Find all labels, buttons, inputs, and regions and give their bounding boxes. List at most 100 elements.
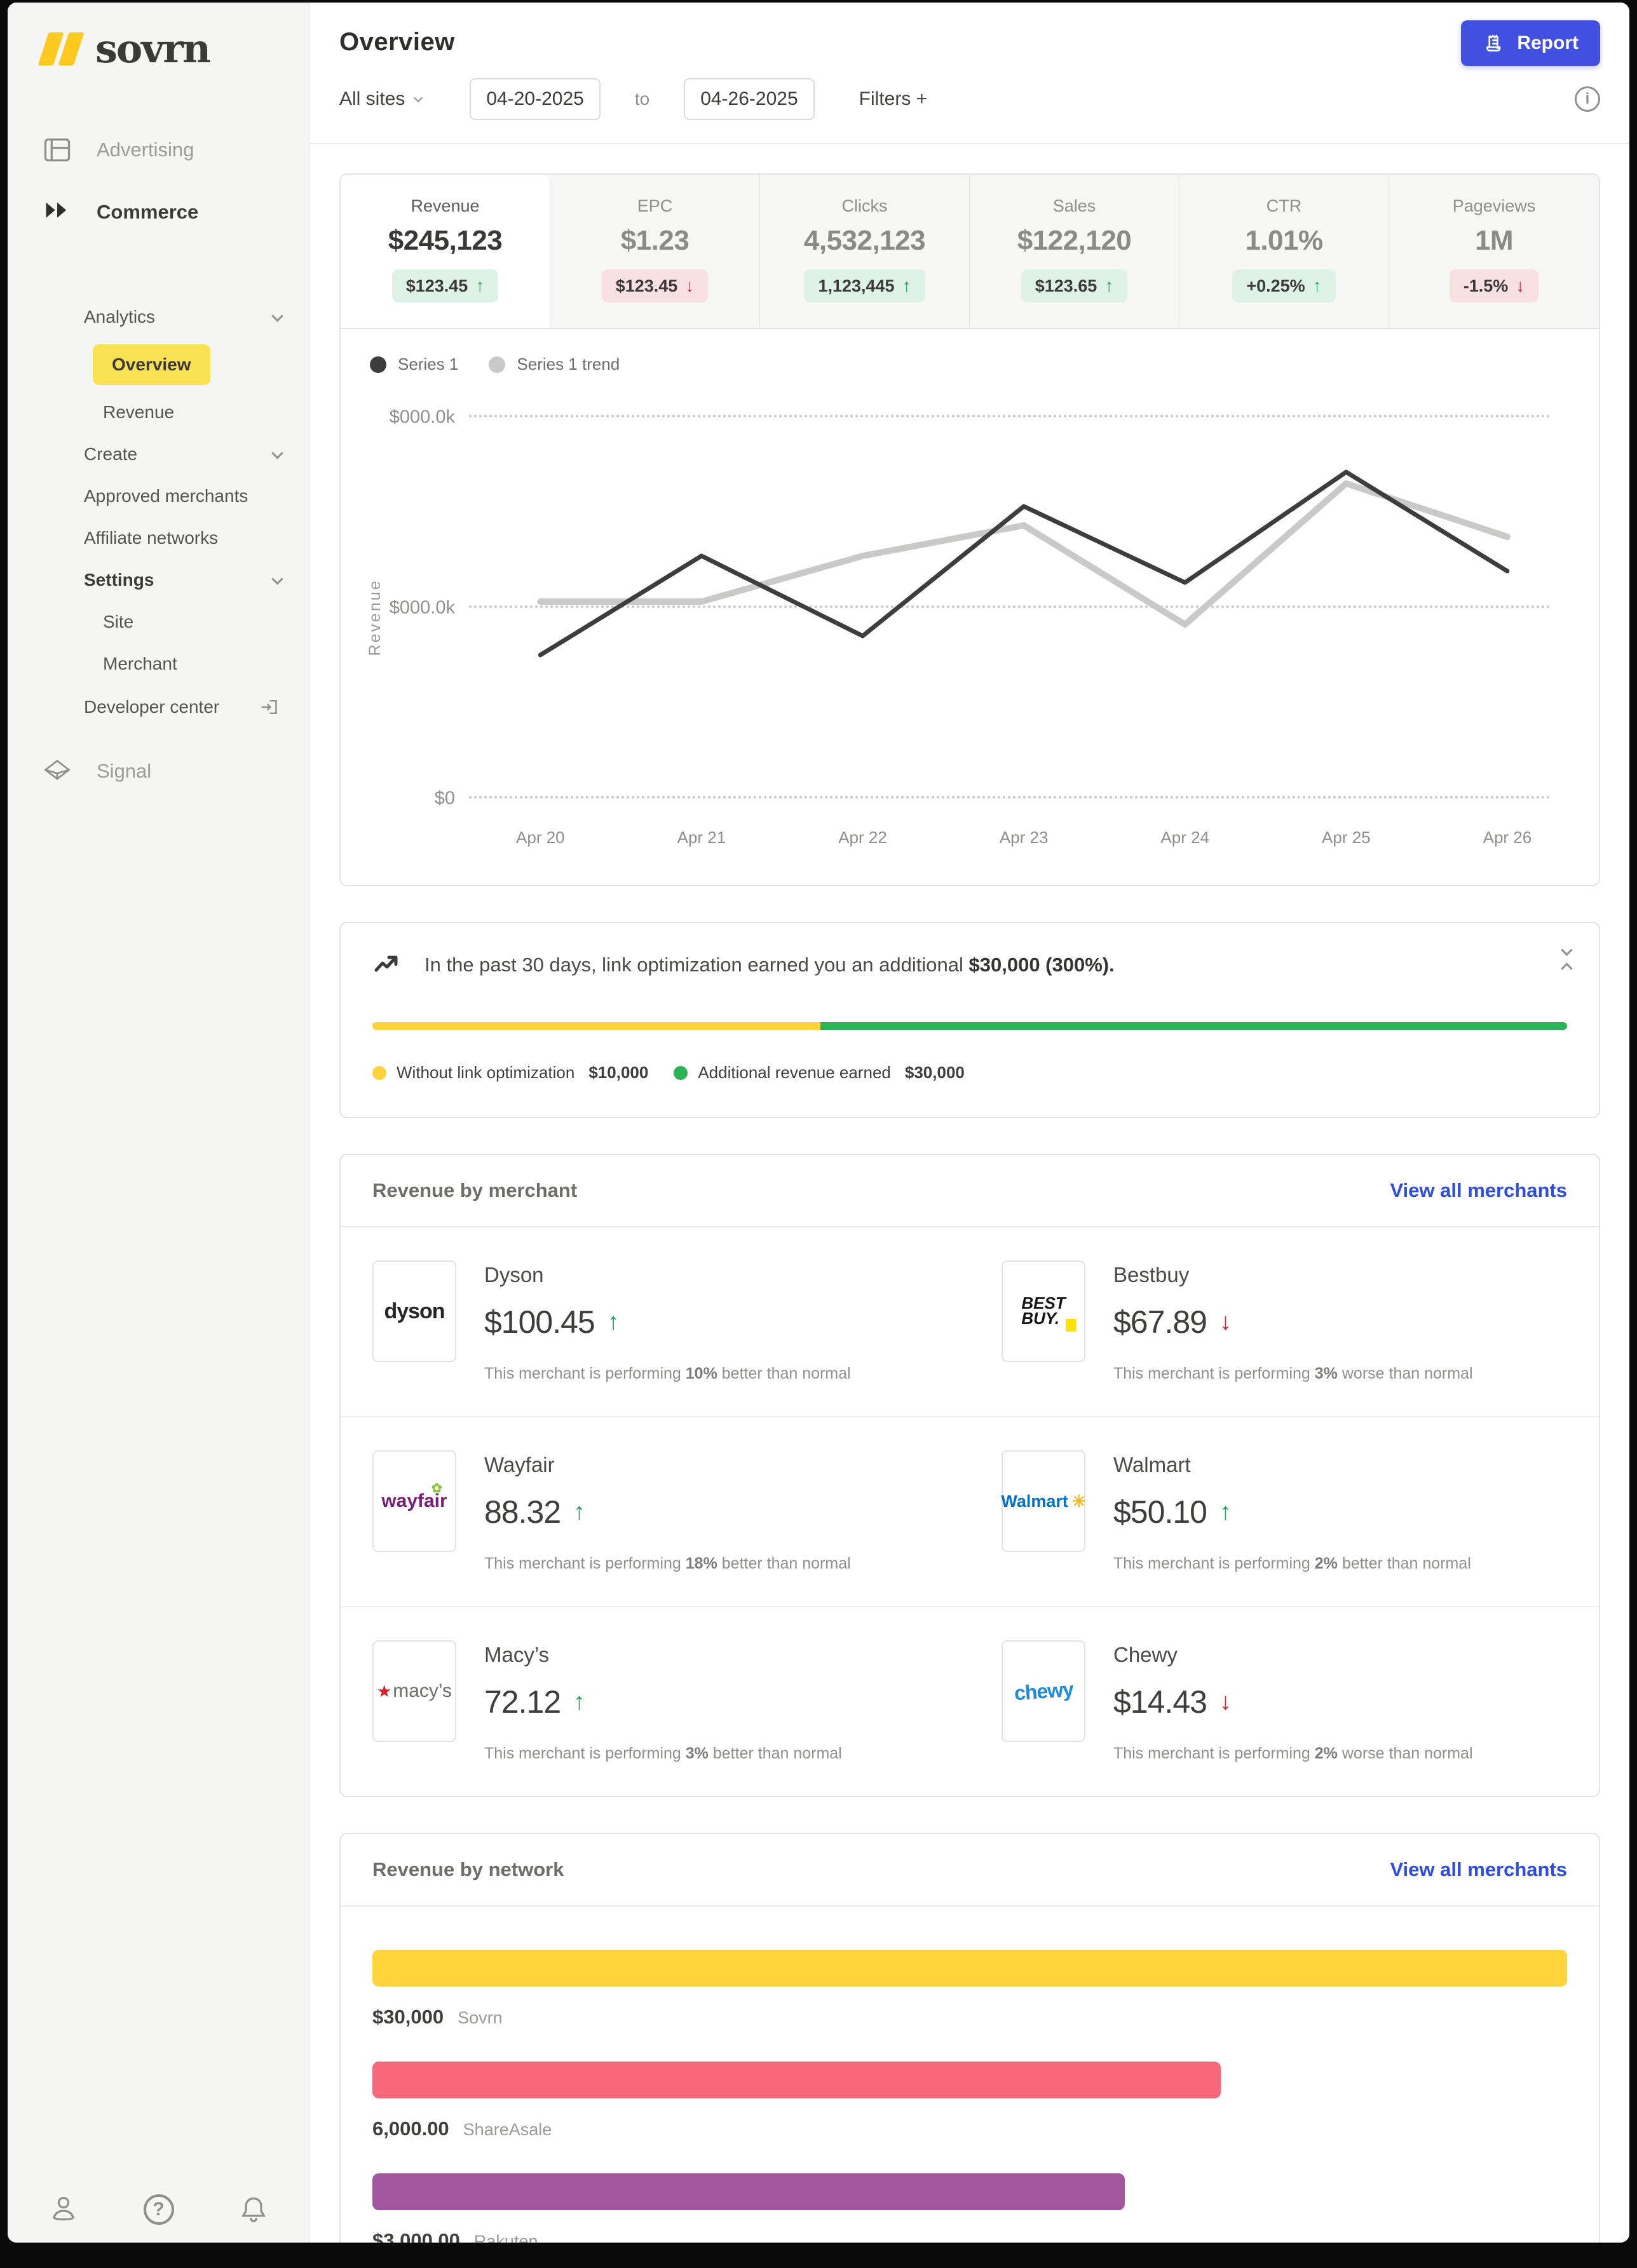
bar-label: Sovrn — [458, 2008, 503, 2027]
chart-plot-area: $000.0k $000.0k $0 — [390, 407, 1551, 809]
sovrn-logo-icon — [37, 32, 85, 65]
tab-sales[interactable]: Sales $122,120 $123.65 ↑ — [970, 175, 1179, 328]
y-axis-label: Revenue — [366, 579, 384, 656]
trend-arrow-icon: ↓ — [1219, 1688, 1232, 1715]
filters-button[interactable]: Filters + — [859, 88, 928, 109]
legend-additional-revenue: Additional revenue earned $30,000 — [674, 1063, 965, 1083]
brand-wordmark: sovrn — [95, 25, 211, 72]
trend-arrow-icon: ↑ — [1104, 276, 1114, 295]
sidebar-item-label: Affiliate networks — [84, 528, 219, 548]
info-icon[interactable]: i — [1575, 86, 1600, 112]
x-tick: Apr 26 — [1483, 828, 1532, 847]
sidebar-item-label: Revenue — [103, 402, 175, 422]
bar-rakuten — [372, 2173, 1125, 2210]
sidebar-item-create[interactable]: Create — [8, 433, 309, 475]
sovrn-logo[interactable]: sovrn — [8, 3, 309, 69]
view-all-merchants-link[interactable]: View all merchants — [1390, 1858, 1567, 1880]
bestbuy-tag-icon — [1065, 1318, 1076, 1332]
metric-label: EPC — [637, 196, 673, 215]
report-button-label: Report — [1517, 32, 1579, 53]
tab-epc[interactable]: EPC $1.23 $123.45 ↓ — [550, 175, 760, 328]
merchant-name: Chewy — [1113, 1643, 1178, 1666]
sidebar: sovrn Advertising Commerce Analytics — [8, 3, 310, 2243]
merchant-card-chewy[interactable]: chewy Chewy $14.43 ↓ This merchant is per… — [970, 1606, 1599, 1796]
merchant-name: Macy’s — [484, 1643, 550, 1666]
bar-label: Rakuten — [473, 2232, 538, 2243]
sidebar-item-site[interactable]: Site — [8, 601, 309, 643]
sidebar-item-signal[interactable]: Signal — [8, 746, 309, 797]
view-all-merchants-link[interactable]: View all merchants — [1390, 1179, 1567, 1201]
merchant-amount: 88.32 — [484, 1494, 561, 1530]
help-icon[interactable]: ? — [143, 2194, 174, 2225]
logo-text: macy’s — [393, 1680, 452, 1701]
merchant-card-walmart[interactable]: Walmart ✳ Walmart $50.10 ↑ This merchant i… — [970, 1416, 1599, 1606]
bar-value: $3,000.00 — [372, 2229, 460, 2243]
revenue-line-chart: Series 1 Series 1 trend Revenue $000.0k … — [341, 329, 1599, 885]
legend-without-optimization: Without link optimization $10,000 — [372, 1063, 648, 1083]
wayfair-motif-icon: ✿ — [431, 1482, 442, 1495]
collapse-banner-icon[interactable] — [1561, 944, 1573, 975]
logo-text: wayfair — [381, 1490, 447, 1511]
sidebar-item-commerce[interactable]: Commerce — [8, 187, 309, 238]
user-profile-icon[interactable] — [47, 2193, 80, 2226]
tab-ctr[interactable]: CTR 1.01% +0.25% ↑ — [1179, 175, 1389, 328]
metric-label: Revenue — [411, 196, 480, 215]
info-glyph: i — [1585, 90, 1590, 107]
sidebar-item-overview[interactable]: Overview — [8, 344, 309, 385]
sidebar-item-settings[interactable]: Settings — [8, 559, 309, 601]
site-selector-value: All sites — [339, 88, 405, 109]
logo-text: chewy — [1013, 1677, 1074, 1704]
sidebar-item-merchant[interactable]: Merchant — [8, 643, 309, 685]
macys-logo: ★ macy’s — [372, 1640, 456, 1742]
report-receipt-icon — [1486, 34, 1501, 52]
tab-pageviews[interactable]: Pageviews 1M -1.5% ↓ — [1389, 175, 1599, 328]
legend-dot — [372, 1065, 386, 1080]
merchant-card-bestbuy[interactable]: BEST BUY. Bestbuy $67.89 ↓ This merchant i… — [970, 1227, 1599, 1416]
legend-label: Series 1 — [398, 354, 459, 374]
banner-message: In the past 30 days, link optimization e… — [425, 954, 1115, 976]
merchant-card-wayfair[interactable]: ✿ wayfair Wayfair 88.32 ↑ This merchant is… — [341, 1416, 970, 1606]
tab-revenue[interactable]: Revenue $245,123 $123.45 ↑ — [341, 175, 550, 328]
sidebar-item-approved-merchants[interactable]: Approved merchants — [8, 475, 309, 517]
x-tick: Apr 24 — [1160, 828, 1210, 847]
sidebar-item-label: Signal — [97, 760, 152, 782]
sidebar-item-label: Analytics — [84, 307, 156, 327]
metric-value: $245,123 — [388, 225, 503, 256]
metric-change-badge: -1.5% ↓ — [1449, 269, 1539, 302]
y-tick: $000.0k — [389, 597, 455, 618]
legend-value: $10,000 — [588, 1063, 649, 1082]
bestbuy-logo: BEST BUY. — [1002, 1260, 1085, 1362]
date-to-input[interactable]: 04-26-2025 — [684, 78, 815, 120]
trend-arrow-icon: ↓ — [685, 276, 695, 295]
metric-change-value: +0.25% — [1246, 276, 1305, 295]
merchant-card-macys[interactable]: ★ macy’s Macy’s 72.12 ↑ This merchant is p… — [341, 1606, 970, 1796]
banner-message-highlight: $30,000 (300%). — [968, 954, 1115, 976]
chevron-down-icon — [414, 93, 423, 103]
chewy-logo: chewy — [1002, 1640, 1085, 1742]
merchant-performance-note: This merchant is performing 3% better th… — [484, 1745, 842, 1762]
notifications-bell-icon[interactable] — [237, 2193, 270, 2226]
sidebar-item-analytics[interactable]: Analytics — [8, 296, 309, 338]
report-button[interactable]: Report — [1461, 20, 1600, 66]
trend-arrow-icon: ↓ — [1516, 276, 1525, 295]
sidebar-item-developer-center[interactable]: Developer center — [8, 685, 309, 729]
bar-label: ShareAsale — [463, 2120, 552, 2139]
bar-value: 6,000.00 — [372, 2117, 449, 2140]
sidebar-item-label: Commerce — [97, 201, 199, 223]
legend-value: $30,000 — [904, 1063, 965, 1082]
sidebar-item-affiliate-networks[interactable]: Affiliate networks — [8, 517, 309, 559]
metric-label: Clicks — [841, 196, 888, 215]
chevron-up-icon — [1561, 962, 1573, 975]
site-selector-dropdown[interactable]: All sites — [339, 88, 423, 110]
sidebar-item-advertising[interactable]: Advertising — [8, 125, 309, 175]
panel-title: Revenue by merchant — [372, 1179, 578, 1201]
divider — [341, 1226, 1599, 1227]
logo-text: Walmart — [1001, 1491, 1068, 1511]
date-from-input[interactable]: 04-20-2025 — [470, 78, 601, 120]
tab-clicks[interactable]: Clicks 4,532,123 1,123,445 ↑ — [760, 175, 970, 328]
metric-change-badge: $123.45 ↑ — [391, 269, 499, 302]
merchant-card-dyson[interactable]: dyson Dyson $100.45 ↑ This merchant is pe… — [341, 1227, 970, 1416]
optimization-progress-bar — [372, 1022, 1567, 1030]
gridline: $0 — [435, 788, 1551, 809]
sidebar-item-revenue[interactable]: Revenue — [8, 391, 309, 433]
